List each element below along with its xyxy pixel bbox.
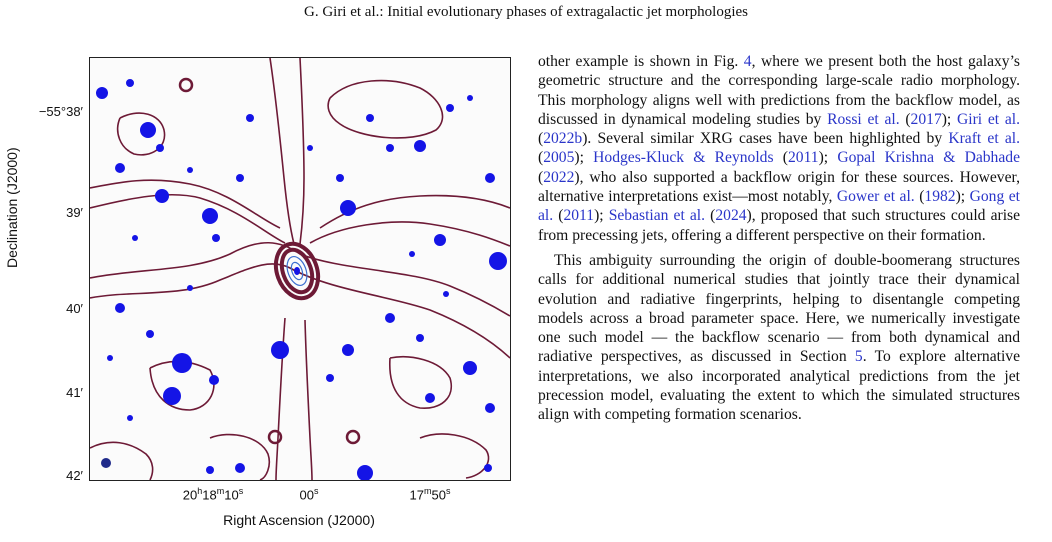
x-tick-label-3: 17m50s <box>409 486 451 503</box>
citation-link[interactable]: 2011 <box>563 207 595 225</box>
x-tick-label-2: 00s <box>299 486 319 503</box>
citation-link[interactable]: 2024 <box>715 207 747 225</box>
body-text-column: other example is shown in Fig. 4, where … <box>538 52 1020 425</box>
text-run: ( <box>773 149 788 167</box>
y-tick-label: −55°38′ <box>38 104 83 119</box>
citation-link[interactable]: 4 <box>743 53 752 70</box>
y-tick-label: 39′ <box>66 205 83 220</box>
radio-contour-map <box>89 57 511 481</box>
citation-link[interactable]: 2005 <box>543 149 575 167</box>
y-axis-label: Declination (J2000) <box>4 147 20 268</box>
text-run: ); <box>574 149 594 167</box>
y-tick-label: 42′ <box>66 468 83 483</box>
paragraph-1: other example is shown in Fig. 4, where … <box>538 52 1020 245</box>
text-run: This ambiguity surrounding the origin of… <box>538 251 1020 366</box>
citation-link[interactable]: Sebastian et al. <box>608 207 706 225</box>
text-run: ( <box>914 188 925 206</box>
text-run: ( <box>538 168 544 186</box>
contour-map-image <box>90 58 510 480</box>
text-run: ); <box>818 149 838 167</box>
citation-link[interactable]: 2017 <box>910 110 942 128</box>
paragraph-2: This ambiguity surrounding the origin of… <box>538 251 1020 425</box>
text-run: ). Several similar XRG cases have been h… <box>582 130 949 148</box>
citation-link[interactable]: Gong et al. <box>538 188 1021 225</box>
text-run: ( <box>705 207 716 225</box>
citation-link[interactable]: Gopal Krishna & Dabhade <box>837 149 1020 167</box>
citation-link[interactable]: 2022b <box>543 130 583 148</box>
text-run: ( <box>553 207 564 225</box>
citation-link[interactable]: 2011 <box>787 149 819 167</box>
text-run: , where we present both the host galaxy’… <box>538 53 1021 128</box>
text-run: ); <box>955 188 970 206</box>
citation-link[interactable]: Gower et al. <box>836 188 915 206</box>
citation-link[interactable]: Rossi et al. <box>827 110 900 128</box>
citation-link[interactable]: 1982 <box>924 188 956 206</box>
citation-link[interactable]: 2022 <box>543 168 575 186</box>
text-run: ), who also supported a backflow origin … <box>538 168 1020 206</box>
x-tick-label-1: 20h18m10s <box>182 486 244 503</box>
text-run: ( <box>538 130 544 148</box>
y-tick-label: 40′ <box>66 301 83 316</box>
text-run: ), proposed that such structures could a… <box>538 207 1021 244</box>
text-run: ); <box>941 110 957 128</box>
citation-link[interactable]: Hodges-Kluck & Reynolds <box>593 149 774 167</box>
text-run: other example is shown in Fig. <box>538 53 744 70</box>
y-tick-label: 41′ <box>66 385 83 400</box>
x-axis-label: Right Ascension (J2000) <box>223 512 375 528</box>
text-run: . To explore alternative interpretations… <box>538 348 1020 424</box>
text-run: ( <box>899 110 911 128</box>
citation-link[interactable]: 5 <box>854 348 863 366</box>
text-run: ); <box>594 207 609 225</box>
citation-link[interactable]: Giri et al. <box>957 110 1020 128</box>
text-run: ( <box>538 149 544 167</box>
running-header: G. Giri et al.: Initial evolutionary pha… <box>303 4 749 20</box>
citation-link[interactable]: Kraft et al. <box>948 130 1020 148</box>
radio-map-figure: Declination (J2000) −55°38′ 39′ 40′ 41′ … <box>0 55 520 542</box>
